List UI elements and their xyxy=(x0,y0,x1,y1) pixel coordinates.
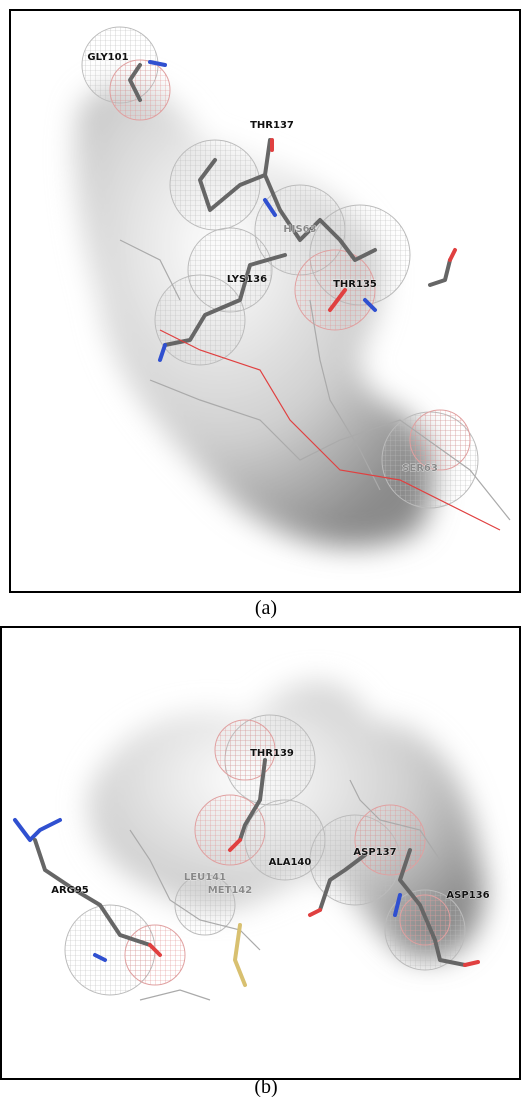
caption: (a) xyxy=(255,597,277,619)
residue-label: LYS136 xyxy=(227,274,267,285)
residue-label: GLY101 xyxy=(87,52,128,63)
residue-label: HIS63 xyxy=(283,224,316,235)
residue-label: LEU141 xyxy=(184,872,226,883)
residue-label: THR137 xyxy=(250,120,294,131)
residue-label: ALA140 xyxy=(269,857,312,868)
sticks xyxy=(13,758,480,1001)
residue-label: ASP136 xyxy=(446,890,489,901)
residue-label: ASP137 xyxy=(353,847,396,858)
wire-spheres xyxy=(64,714,466,996)
surface xyxy=(76,84,435,547)
residue-label: THR139 xyxy=(250,748,294,759)
residue-label: ARG95 xyxy=(51,885,89,896)
residue-label: MET142 xyxy=(208,885,253,896)
sticks xyxy=(119,60,511,531)
wire-spheres xyxy=(81,26,479,509)
residue-label: THR135 xyxy=(333,279,377,290)
caption: (b) xyxy=(254,1076,277,1097)
residue-label: SER63 xyxy=(402,463,438,474)
